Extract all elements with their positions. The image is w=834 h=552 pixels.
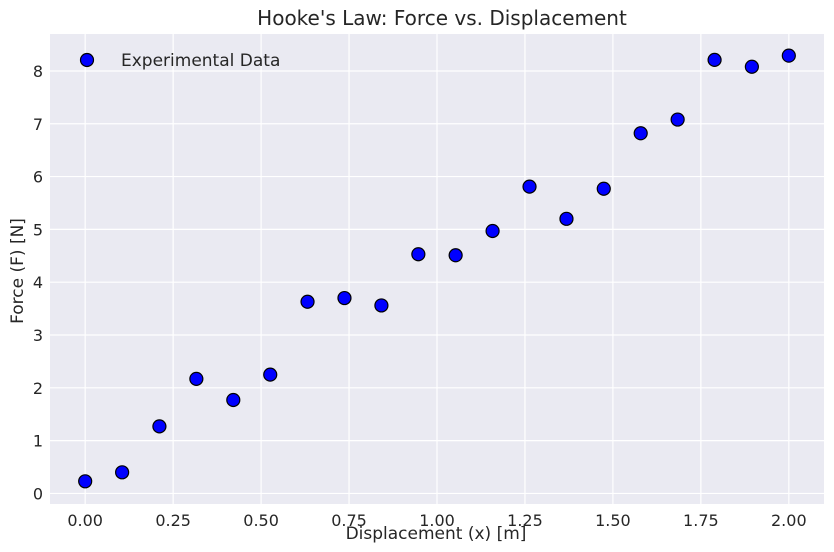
y-tick-label: 6 xyxy=(33,168,43,187)
x-tick-label: 0.75 xyxy=(331,511,367,530)
data-point xyxy=(781,48,796,63)
data-point xyxy=(78,474,93,489)
y-tick-label: 7 xyxy=(33,115,43,134)
y-tick-label: 5 xyxy=(33,220,43,239)
x-tick-label: 1.00 xyxy=(419,511,455,530)
y-tick-label: 3 xyxy=(33,326,43,345)
legend-label: Experimental Data xyxy=(121,51,280,71)
data-point xyxy=(485,223,500,239)
data-point xyxy=(152,419,167,434)
x-tick-label: 1.25 xyxy=(507,511,543,530)
data-point xyxy=(596,181,611,196)
x-axis-ticks: 0.00 0.25 0.50 0.75 1.00 1.25 1.50 1.75 2.00 xyxy=(67,511,806,530)
x-tick-label: 0.00 xyxy=(67,511,103,530)
x-tick-label: 1.50 xyxy=(595,511,631,530)
data-points xyxy=(78,48,796,489)
y-axis-label: Force (F) [N] xyxy=(8,218,28,324)
x-tick-label: 2.00 xyxy=(771,511,807,530)
y-tick-label: 8 xyxy=(33,62,43,81)
data-point xyxy=(633,126,648,141)
grid-lines xyxy=(50,34,824,504)
data-point xyxy=(189,371,204,386)
y-tick-label: 1 xyxy=(33,432,43,451)
data-point xyxy=(411,247,426,262)
data-point xyxy=(300,294,315,309)
legend: Experimental Data xyxy=(79,51,280,71)
data-point xyxy=(374,298,389,313)
data-point xyxy=(263,367,278,382)
data-point xyxy=(670,112,685,127)
y-tick-label: 4 xyxy=(33,273,43,292)
x-tick-label: 0.25 xyxy=(155,511,191,530)
y-tick-label: 0 xyxy=(33,484,43,503)
data-point xyxy=(115,465,130,480)
chart-title: Hooke's Law: Force vs. Displacement xyxy=(257,6,627,30)
data-point xyxy=(744,59,759,74)
legend-marker xyxy=(79,52,95,68)
data-point xyxy=(337,290,352,306)
data-point xyxy=(559,211,574,226)
x-tick-label: 0.50 xyxy=(243,511,279,530)
y-axis-ticks: 0 1 2 3 4 5 6 7 8 xyxy=(33,62,43,503)
data-point xyxy=(522,179,537,194)
data-point xyxy=(707,52,722,67)
x-axis-label: Displacement (x) [m] xyxy=(346,524,527,544)
data-point xyxy=(226,392,241,408)
data-point xyxy=(448,248,463,263)
y-tick-label: 2 xyxy=(33,379,43,398)
x-tick-label: 1.75 xyxy=(683,511,719,530)
